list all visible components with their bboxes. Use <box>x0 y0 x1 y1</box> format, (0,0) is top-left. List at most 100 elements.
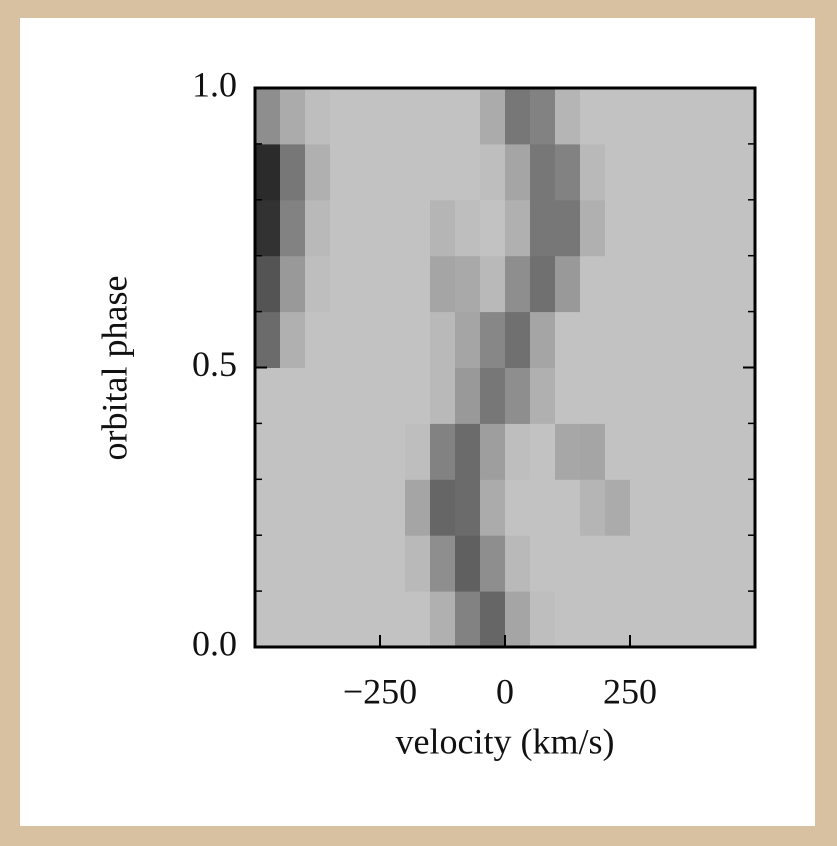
heatmap-cell <box>430 367 456 424</box>
heatmap-cell <box>580 88 606 145</box>
heatmap-cell <box>555 199 581 257</box>
heatmap-cell <box>405 143 431 201</box>
heatmap-cell <box>280 423 306 480</box>
heatmap-cell <box>730 591 756 648</box>
heatmap-cell <box>530 591 556 648</box>
heatmap-cell <box>255 255 281 313</box>
heatmap-cell <box>480 479 506 536</box>
heatmap-cell <box>705 143 731 201</box>
heatmap-cell <box>355 367 381 424</box>
x-tick-label: 250 <box>603 671 657 711</box>
heatmap-cell <box>430 591 456 648</box>
heatmap-cell <box>380 199 406 257</box>
heatmap-cell <box>355 311 381 368</box>
heatmap-cell <box>605 88 631 145</box>
heatmap-cell <box>605 367 631 424</box>
heatmap-cell <box>480 311 506 368</box>
heatmap-cell <box>455 255 481 313</box>
heatmap-cell <box>505 367 531 424</box>
heatmap-cell <box>655 367 681 424</box>
heatmap-cell <box>580 535 606 592</box>
heatmap-cell <box>380 143 406 201</box>
heatmap-cell <box>330 311 356 368</box>
heatmap-cell <box>655 479 681 536</box>
heatmap-cell <box>305 311 331 368</box>
heatmap-cell <box>555 88 581 145</box>
heatmap-cell <box>330 479 356 536</box>
heatmap-cell <box>280 535 306 592</box>
heatmap-cell <box>605 591 631 648</box>
heatmap-cell <box>405 199 431 257</box>
heatmap-cell <box>430 423 456 480</box>
heatmap-cell <box>480 423 506 480</box>
heatmap-cell <box>380 535 406 592</box>
heatmap-cell <box>580 367 606 424</box>
heatmap-cell <box>455 423 481 480</box>
heatmap-cell <box>605 479 631 536</box>
heatmap-cell <box>305 143 331 201</box>
heatmap-cell <box>580 199 606 257</box>
heatmap-cell <box>680 535 706 592</box>
heatmap-cell <box>680 591 706 648</box>
x-tick-label: −250 <box>343 671 417 711</box>
heatmap-cell <box>630 423 656 480</box>
heatmap-cell <box>280 591 306 648</box>
heatmap-cell <box>255 535 281 592</box>
heatmap-cell <box>505 255 531 313</box>
heatmap-cell <box>505 143 531 201</box>
heatmap-cell <box>555 255 581 313</box>
heatmap-cell <box>305 535 331 592</box>
y-axis-label: orbital phase <box>94 276 134 461</box>
heatmap-cell <box>255 88 281 145</box>
heatmap-cell <box>730 143 756 201</box>
heatmap-cell <box>705 535 731 592</box>
heatmap-cell <box>405 423 431 480</box>
heatmap-cell <box>280 143 306 201</box>
heatmap-cell <box>380 88 406 145</box>
heatmap-cell <box>505 479 531 536</box>
heatmap-cell <box>705 423 731 480</box>
heatmap-cell <box>730 88 756 145</box>
heatmap-cell <box>255 367 281 424</box>
heatmap-cell <box>455 535 481 592</box>
heatmap-cell <box>405 535 431 592</box>
heatmap-cell <box>330 367 356 424</box>
heatmap-cell <box>480 367 506 424</box>
heatmap-cell <box>380 311 406 368</box>
heatmap-cell <box>280 479 306 536</box>
heatmap-cell <box>605 423 631 480</box>
heatmap-cell <box>255 311 281 368</box>
y-tick-label: 0.0 <box>192 623 237 663</box>
heatmap-cell <box>530 255 556 313</box>
heatmap-cell <box>680 367 706 424</box>
heatmap-cell <box>280 88 306 145</box>
heatmap-cell <box>305 199 331 257</box>
heatmap-cell <box>680 143 706 201</box>
heatmap-cell <box>730 199 756 257</box>
heatmap-cell <box>730 367 756 424</box>
heatmap-cell <box>405 88 431 145</box>
heatmap-cell <box>605 255 631 313</box>
heatmap-cell <box>355 255 381 313</box>
heatmap-cell <box>455 479 481 536</box>
heatmap-cell <box>430 255 456 313</box>
heatmap-cell <box>655 535 681 592</box>
heatmap-cell <box>630 367 656 424</box>
heatmap-cell <box>305 88 331 145</box>
heatmap-cell <box>505 199 531 257</box>
heatmap-cell <box>480 88 506 145</box>
heatmap-cell <box>505 591 531 648</box>
heatmap-cell <box>330 88 356 145</box>
heatmap-cell <box>455 367 481 424</box>
heatmap-cell <box>505 88 531 145</box>
heatmap-cell <box>355 88 381 145</box>
heatmap-cell <box>705 199 731 257</box>
heatmap-cell <box>530 535 556 592</box>
heatmap-cell <box>405 591 431 648</box>
heatmap-cell <box>305 255 331 313</box>
heatmap-cell <box>630 479 656 536</box>
heatmap-cell <box>380 479 406 536</box>
heatmap-cell <box>730 535 756 592</box>
heatmap-cell <box>480 199 506 257</box>
heatmap-cell <box>655 199 681 257</box>
